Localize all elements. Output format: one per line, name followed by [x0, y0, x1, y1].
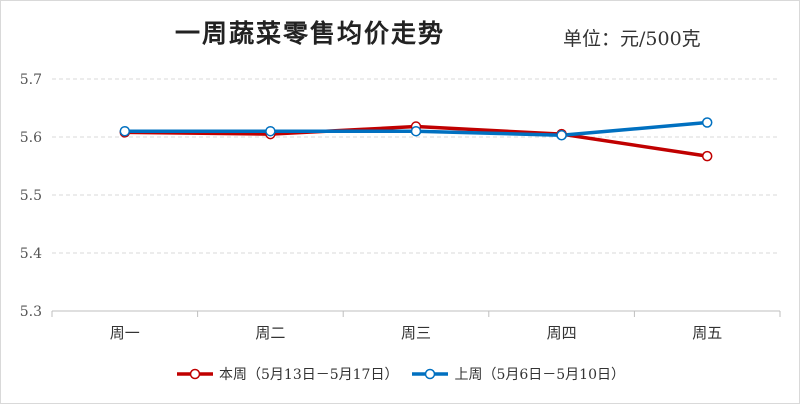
data-point-this-week: [701, 150, 713, 162]
legend-label-this-week: 本周（5月13日－5月17日）: [219, 367, 399, 383]
legend-label-last-week: 上周（5月6日－5月10日）: [454, 367, 625, 383]
x-tick-labels: 周一 周二 周三 周四 周五: [110, 324, 722, 342]
legend-item-last-week: 上周（5月6日－5月10日）: [410, 364, 625, 384]
legend-marker-this-week: [177, 368, 213, 380]
legend: 本周（5月13日－5月17日） 上周（5月6日－5月10日）: [0, 364, 800, 384]
y-tick-label: 5.5: [20, 188, 42, 204]
y-tick-label: 5.6: [20, 130, 42, 146]
gridlines: [51, 78, 781, 317]
data-point-last-week: [701, 117, 713, 128]
data-point-last-week: [265, 125, 276, 137]
legend-marker-last-week: [412, 368, 449, 380]
y-tick-label: 5.7: [20, 72, 42, 88]
x-tick-label: 周二: [255, 324, 285, 342]
x-tick-label: 周一: [110, 324, 140, 342]
data-point-last-week: [410, 125, 422, 137]
series-points: [119, 117, 713, 162]
x-tick-label: 周三: [401, 324, 431, 342]
unit-label: 单位：元/500克: [563, 28, 701, 50]
y-tick-label: 5.4: [20, 246, 42, 262]
data-point-last-week: [556, 130, 567, 141]
legend-item-this-week: 本周（5月13日－5月17日）: [175, 364, 398, 384]
y-tick-label: 5.3: [20, 304, 42, 320]
data-point-last-week: [119, 125, 131, 137]
x-tick-label: 周五: [692, 324, 722, 342]
x-tick-label: 周四: [547, 324, 577, 342]
chart-title: 一周蔬菜零售均价走势: [174, 19, 445, 48]
y-tick-labels: 5.3 5.4 5.5 5.6 5.7: [20, 72, 42, 320]
